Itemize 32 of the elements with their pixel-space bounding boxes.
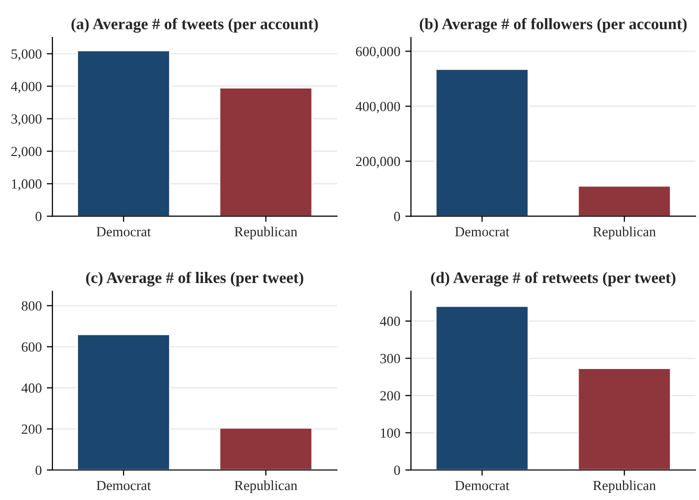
- y-tick-label: 400: [380, 316, 400, 326]
- chart-title: (c) Average # of likes (per tweet): [86, 272, 304, 286]
- y-tick-label: 3,000: [11, 114, 42, 126]
- x-tick-label: Democrat: [455, 480, 510, 490]
- y-tick-label: 200,000: [356, 156, 400, 168]
- y-tick-label: 0: [394, 466, 400, 475]
- y-tick-label: 4,000: [11, 82, 42, 94]
- x-tick-label: Republican: [234, 226, 298, 240]
- y-tick-label: 0: [394, 212, 400, 222]
- y-tick-label: 600: [22, 342, 42, 352]
- y-tick-label: 200: [22, 424, 42, 434]
- y-tick-label: 1,000: [12, 179, 42, 191]
- y-tick-label: 2,000: [11, 146, 42, 158]
- y-tick-label: 200: [380, 391, 400, 400]
- x-tick-label: Democrat: [455, 227, 510, 236]
- y-tick-label: 300: [380, 354, 400, 364]
- y-tick-label: 600,000: [356, 46, 400, 58]
- x-tick-label: Democrat: [96, 480, 151, 490]
- y-tick-label: 800: [22, 301, 42, 311]
- chart-title: (d) Average # of retweets (per tweet): [431, 272, 676, 286]
- y-tick-label: 400,000: [356, 102, 400, 114]
- y-tick-label: 100: [380, 428, 400, 438]
- y-tick-label: 400: [21, 383, 42, 393]
- x-tick-label: Republican: [593, 226, 656, 240]
- chart-title: (a) Average # of tweets (per account): [72, 18, 318, 33]
- x-tick-label: Democrat: [96, 227, 151, 236]
- chart-title: (b) Average # of followers (per account): [420, 18, 687, 33]
- y-tick-label: 0: [36, 466, 42, 475]
- y-tick-label: 5,000: [12, 49, 42, 61]
- y-tick-label: 0: [36, 212, 42, 222]
- x-tick-label: Republican: [234, 480, 298, 494]
- x-tick-label: Republican: [593, 480, 656, 494]
